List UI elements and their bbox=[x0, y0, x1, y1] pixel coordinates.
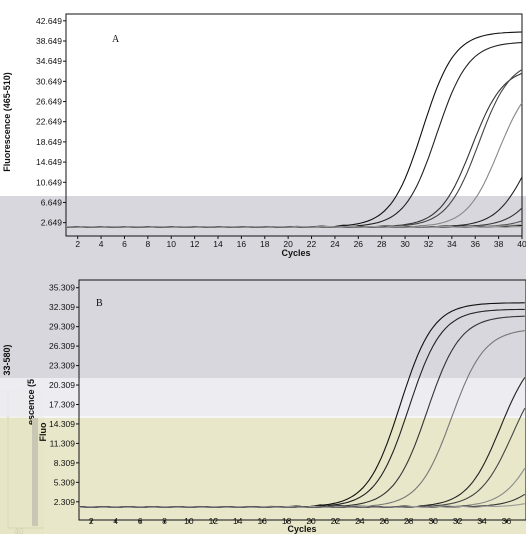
x-tick-label: 14 bbox=[213, 239, 223, 249]
x-axis-title-b: Cycles bbox=[287, 524, 316, 534]
panel-a-letter: A bbox=[112, 34, 120, 45]
y-tick-label: 26.309 bbox=[49, 341, 75, 351]
x-tick-label: 26 bbox=[380, 516, 390, 526]
y-tick-label: 18.649 bbox=[36, 137, 62, 147]
y-tick-label: 34.649 bbox=[36, 56, 62, 66]
x-tick-label: 12 bbox=[190, 239, 200, 249]
series-group-a bbox=[65, 31, 523, 228]
x-tick-label: 28 bbox=[404, 516, 414, 526]
x-tick-label: 20 bbox=[283, 239, 293, 249]
x-tick-label: 28 bbox=[377, 239, 387, 249]
x-tick-label: 18 bbox=[282, 516, 292, 526]
y-tick-label: 14.309 bbox=[49, 419, 75, 429]
x-tick-label: 34 bbox=[447, 239, 457, 249]
x-tick-label: 6 bbox=[122, 239, 127, 249]
y-tick-label: 11.309 bbox=[50, 438, 76, 448]
y-tick-label: 14.649 bbox=[36, 157, 62, 167]
series-group-b bbox=[78, 302, 526, 509]
plot-area-a bbox=[65, 13, 523, 237]
y-axis-title-b-fragment-2: escence (5 bbox=[26, 379, 36, 425]
y-tick-label: 42.649 bbox=[36, 16, 62, 26]
x-tick-label: 16 bbox=[237, 239, 247, 249]
y-axis-title-b-fragment-1: 33-580) bbox=[2, 344, 12, 375]
x-tick-label: 8 bbox=[162, 516, 167, 526]
x-tick-label: 30 bbox=[400, 239, 410, 249]
y-tick-label: 22.649 bbox=[36, 117, 62, 127]
y-tick-label: 2.309 bbox=[54, 497, 76, 507]
x-tick-label: 14 bbox=[233, 516, 243, 526]
y-tick-label: 6.649 bbox=[41, 197, 63, 207]
y-tick-label: 32.309 bbox=[49, 302, 75, 312]
x-tick-label: 38 bbox=[494, 239, 504, 249]
x-tick-label: 2 bbox=[89, 516, 94, 526]
x-tick-label: 12 bbox=[209, 516, 219, 526]
y-tick-label: 8.309 bbox=[54, 458, 76, 468]
x-tick-label: 8 bbox=[145, 239, 150, 249]
x-tick-label: 10 bbox=[184, 516, 194, 526]
y-tick-label: 17.309 bbox=[49, 399, 75, 409]
amplification-curve bbox=[65, 225, 523, 228]
panel-b: B 2.309 5.309 8.309 11.309 14.309 17.309 20.30… bbox=[2, 279, 526, 534]
y-axis-ticks-b: 2.309 5.309 8.309 11.309 14.309 17.309 20.309 2… bbox=[49, 283, 79, 507]
x-tick-label: 16 bbox=[257, 516, 267, 526]
x-tick-label: 24 bbox=[355, 516, 365, 526]
y-tick-label: 26.649 bbox=[36, 97, 62, 107]
x-tick-label: 20 bbox=[306, 516, 316, 526]
x-tick-label: 2 bbox=[75, 239, 80, 249]
white-stripe bbox=[0, 378, 526, 418]
x-axis-ticks-a: 2 4 6 8 10 12 14 16 18 20 22 24 26 28 30 32 34 36 38 40 bbox=[75, 236, 526, 249]
x-tick-label: 10 bbox=[166, 239, 176, 249]
panel-b-letter: B bbox=[96, 298, 103, 309]
x-tick-label: 4 bbox=[113, 516, 118, 526]
amplification-curve bbox=[78, 503, 525, 509]
y-tick-label: 35.309 bbox=[49, 283, 75, 293]
y-tick-label: 30.649 bbox=[36, 76, 62, 86]
x-tick-label: 18 bbox=[260, 239, 270, 249]
y-tick-label: 5.309 bbox=[54, 477, 76, 487]
x-tick-label: 40 bbox=[517, 239, 526, 249]
y-axis-ticks-a: 2.649 6.649 10.649 14.649 18.649 22.649 26.649… bbox=[36, 16, 66, 228]
x-tick-label: 36 bbox=[470, 239, 480, 249]
y-tick-label: 29.309 bbox=[49, 322, 75, 332]
x-tick-label: 4 bbox=[99, 239, 104, 249]
x-tick-label: 36 bbox=[502, 516, 512, 526]
y-tick-label: 2.649 bbox=[41, 218, 63, 228]
x-tick-label: 6 bbox=[138, 516, 143, 526]
x-tick-label: 24 bbox=[330, 239, 340, 249]
y-tick-label: 20.309 bbox=[49, 380, 75, 390]
x-tick-label: 32 bbox=[424, 239, 434, 249]
y-axis-title-a: Fluorescence (465-510) bbox=[2, 72, 12, 172]
axis-divider-b bbox=[32, 418, 38, 526]
x-tick-label: 26 bbox=[354, 239, 364, 249]
x-axis-title-a: Cycles bbox=[281, 248, 310, 258]
x-tick-label: 32 bbox=[453, 516, 463, 526]
y-tick-label: 23.309 bbox=[49, 361, 75, 371]
y-tick-label: 10.649 bbox=[36, 177, 62, 187]
yellow-overlay-band bbox=[0, 418, 526, 534]
y-tick-label: 38.649 bbox=[36, 36, 62, 46]
x-tick-label: 22 bbox=[307, 239, 317, 249]
panel-a: A 2.649 6.649 10.649 14.649 18.649 22.649 26.6… bbox=[2, 13, 526, 258]
x-tick-label: 34 bbox=[477, 516, 487, 526]
x-tick-label: 22 bbox=[331, 516, 341, 526]
x-tick-label: 30 bbox=[428, 516, 438, 526]
y-axis-title-b-fragment-3: Fluo bbox=[38, 422, 48, 441]
x-axis-ticks-b: 2 4 6 8 10 12 14 16 18 20 22 24 26 28 30 32 34 36 bbox=[89, 516, 512, 526]
plot-area-b bbox=[78, 279, 526, 521]
